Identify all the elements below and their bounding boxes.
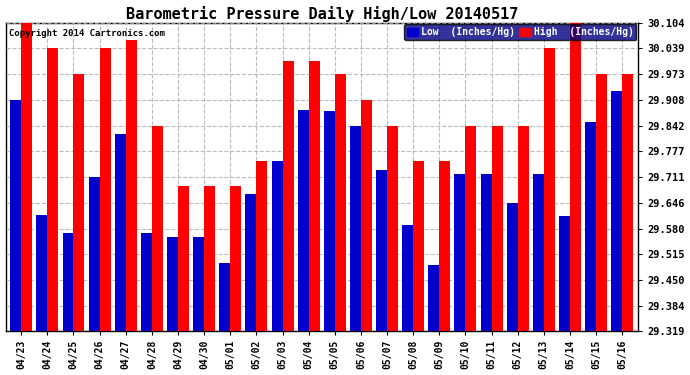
- Bar: [455, 174, 466, 331]
- Bar: [440, 160, 451, 331]
- Bar: [37, 215, 48, 331]
- Bar: [533, 174, 544, 331]
- Title: Barometric Pressure Daily High/Low 20140517: Barometric Pressure Daily High/Low 20140…: [126, 6, 518, 21]
- Bar: [324, 111, 335, 331]
- Bar: [428, 265, 440, 331]
- Bar: [126, 40, 137, 331]
- Bar: [570, 23, 581, 331]
- Bar: [491, 126, 502, 331]
- Legend: Low  (Inches/Hg), High  (Inches/Hg): Low (Inches/Hg), High (Inches/Hg): [404, 24, 636, 40]
- Bar: [518, 126, 529, 331]
- Bar: [402, 225, 413, 331]
- Bar: [297, 110, 308, 331]
- Bar: [48, 48, 59, 331]
- Bar: [141, 233, 152, 331]
- Bar: [272, 160, 282, 331]
- Bar: [21, 23, 32, 331]
- Text: Copyright 2014 Cartronics.com: Copyright 2014 Cartronics.com: [9, 29, 165, 38]
- Bar: [387, 126, 398, 331]
- Bar: [246, 194, 257, 331]
- Bar: [596, 74, 607, 331]
- Bar: [466, 126, 476, 331]
- Bar: [350, 126, 361, 331]
- Bar: [559, 216, 570, 331]
- Bar: [178, 186, 189, 331]
- Bar: [611, 91, 622, 331]
- Bar: [585, 122, 596, 331]
- Bar: [481, 174, 491, 331]
- Bar: [167, 237, 178, 331]
- Bar: [282, 61, 293, 331]
- Bar: [506, 202, 518, 331]
- Bar: [204, 186, 215, 331]
- Bar: [376, 170, 387, 331]
- Bar: [622, 74, 633, 331]
- Bar: [361, 100, 372, 331]
- Bar: [544, 48, 555, 331]
- Bar: [335, 74, 346, 331]
- Bar: [230, 186, 241, 331]
- Bar: [257, 160, 268, 331]
- Bar: [10, 100, 21, 331]
- Bar: [88, 177, 99, 331]
- Bar: [74, 74, 84, 331]
- Bar: [115, 134, 126, 331]
- Bar: [413, 160, 424, 331]
- Bar: [219, 263, 230, 331]
- Bar: [308, 61, 319, 331]
- Bar: [152, 126, 163, 331]
- Bar: [63, 233, 74, 331]
- Bar: [193, 237, 204, 331]
- Bar: [99, 48, 110, 331]
